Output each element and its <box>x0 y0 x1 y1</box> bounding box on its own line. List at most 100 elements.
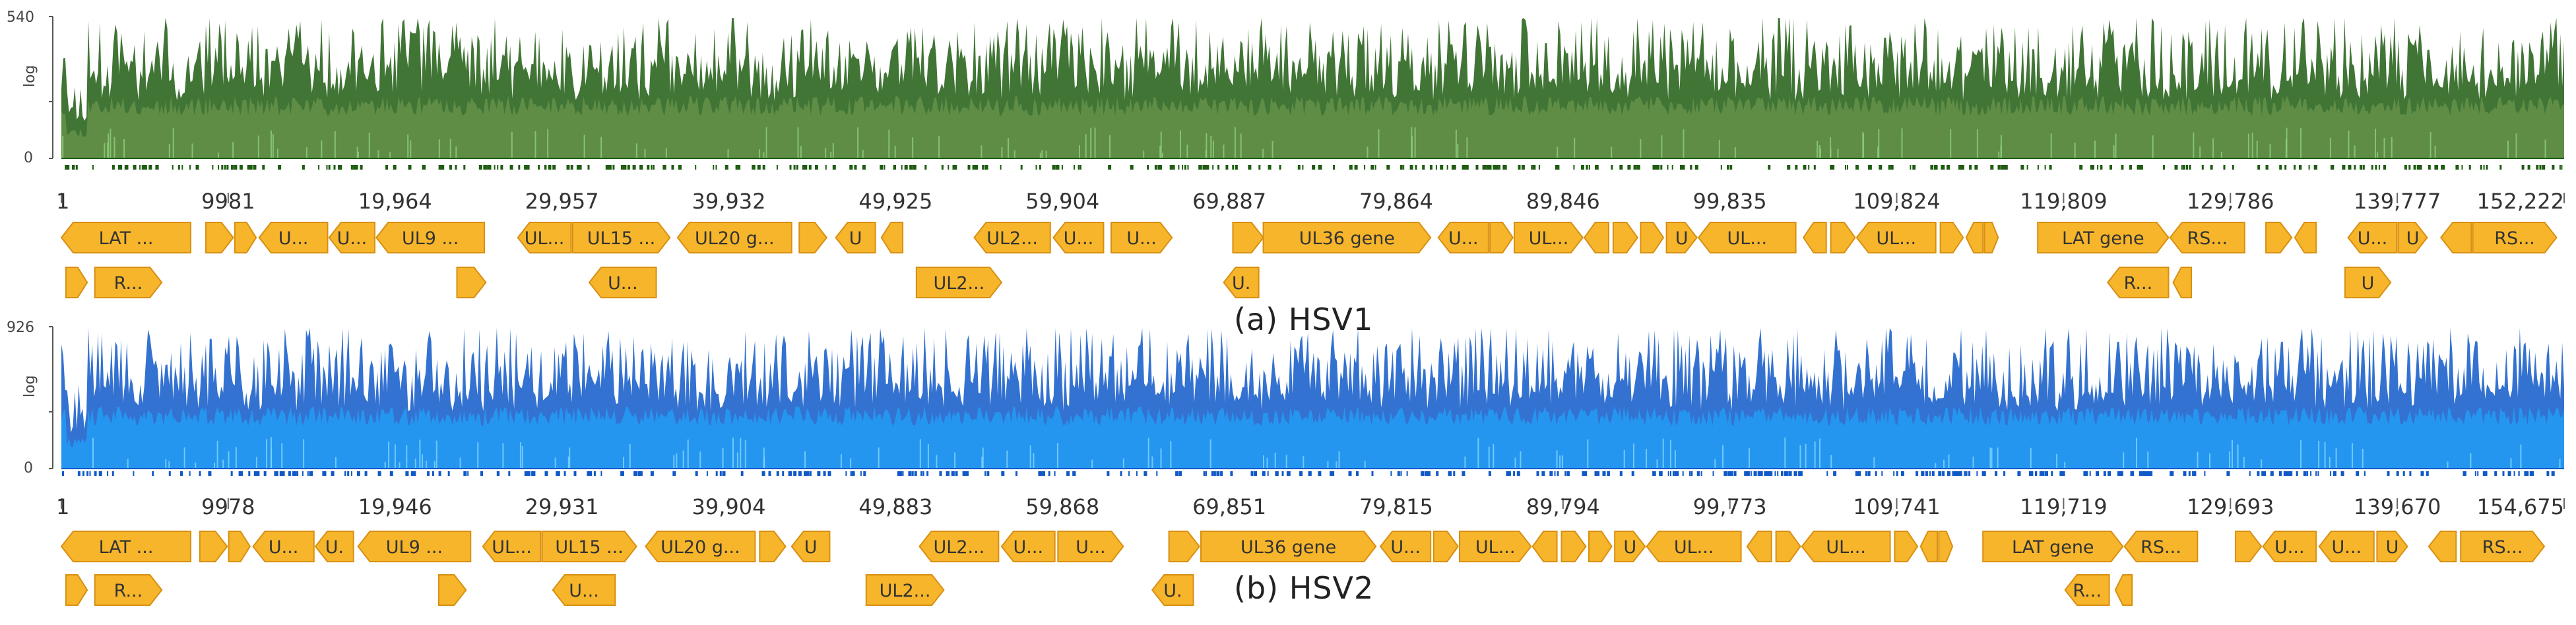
gene-arrow[interactable] <box>1379 531 1432 562</box>
gene-arrow[interactable] <box>676 222 792 253</box>
gene-arrow[interactable] <box>2472 222 2558 253</box>
gene-arrow[interactable] <box>2460 531 2546 562</box>
gene-arrow[interactable] <box>94 267 163 298</box>
gene-arrow[interactable] <box>1746 531 1772 562</box>
gene-arrow[interactable] <box>1459 531 1532 562</box>
gene-arrow[interactable] <box>571 222 671 253</box>
gene-arrow[interactable] <box>1775 531 1801 562</box>
gene-arrow[interactable] <box>2107 267 2170 298</box>
gene-arrow[interactable] <box>2123 531 2199 562</box>
variant-marker <box>1446 165 1448 170</box>
gene-arrow[interactable] <box>880 222 904 253</box>
gene-arrow[interactable] <box>552 574 616 606</box>
gene-arrow[interactable] <box>1665 222 1698 253</box>
gene-arrow[interactable] <box>1561 531 1587 562</box>
variant-marker <box>2364 471 2366 476</box>
gene-arrow[interactable] <box>1697 222 1797 253</box>
gene-arrow[interactable] <box>835 222 876 253</box>
gene-arrow[interactable] <box>1938 531 1954 562</box>
gene-arrow[interactable] <box>1151 574 1194 606</box>
gene-arrow[interactable] <box>2172 267 2193 298</box>
gene-arrow[interactable] <box>2428 531 2457 562</box>
gene-arrow[interactable] <box>2169 222 2245 253</box>
gene-arrow[interactable] <box>1583 222 1609 253</box>
gene-arrow[interactable] <box>2265 222 2293 253</box>
gene-arrow[interactable] <box>234 222 257 253</box>
gene-arrow[interactable] <box>65 574 88 606</box>
gene-arrow[interactable] <box>314 531 354 562</box>
gene-arrow[interactable] <box>1894 531 1919 562</box>
gene-arrow[interactable] <box>456 267 487 298</box>
gene-arrow[interactable] <box>1802 222 1827 253</box>
gene-arrow[interactable] <box>60 222 191 253</box>
gene-arrow[interactable] <box>1646 531 1742 562</box>
gene-arrow[interactable] <box>1640 222 1665 253</box>
gene-arrow[interactable] <box>375 222 486 253</box>
gene-arrow[interactable] <box>541 531 637 562</box>
gene-arrow[interactable] <box>1614 531 1646 562</box>
gene-arrow[interactable] <box>1110 222 1173 253</box>
gene-arrow[interactable] <box>1433 531 1459 562</box>
gene-arrow[interactable] <box>1612 222 1639 253</box>
coverage-highlight <box>449 139 451 158</box>
gene-arrow[interactable] <box>2294 222 2317 253</box>
gene-arrow[interactable] <box>2397 222 2428 253</box>
gene-arrow[interactable] <box>1489 222 1514 253</box>
gene-arrow[interactable] <box>2064 574 2110 606</box>
gene-arrow[interactable] <box>790 531 831 562</box>
gene-arrow[interactable] <box>2439 222 2472 253</box>
gene-arrow[interactable] <box>1588 531 1613 562</box>
gene-arrow[interactable] <box>973 222 1051 253</box>
gene-arrow[interactable] <box>1262 222 1432 253</box>
gene-arrow[interactable] <box>517 222 572 253</box>
gene-arrow[interactable] <box>1057 531 1124 562</box>
gene-arrow[interactable] <box>2347 222 2398 253</box>
gene-arrow[interactable] <box>2318 531 2375 562</box>
variant-marker <box>2408 165 2411 170</box>
gene-arrow[interactable] <box>1168 531 1200 562</box>
variant-marker <box>776 471 779 476</box>
gene-arrow[interactable] <box>437 574 467 606</box>
gene-arrow[interactable] <box>918 531 1000 562</box>
gene-arrow[interactable] <box>328 222 375 253</box>
gene-arrow[interactable] <box>1983 222 1999 253</box>
gene-arrow[interactable] <box>482 531 542 562</box>
gene-arrow[interactable] <box>1801 531 1891 562</box>
gene-arrow[interactable] <box>1982 531 2124 562</box>
gene-arrow[interactable] <box>1514 222 1584 253</box>
gene-arrow[interactable] <box>1965 222 1984 253</box>
gene-arrow[interactable] <box>1855 222 1937 253</box>
gene-arrow[interactable] <box>252 531 315 562</box>
gene-arrow[interactable] <box>258 222 329 253</box>
gene-arrow[interactable] <box>865 574 945 606</box>
gene-arrow[interactable] <box>2262 531 2317 562</box>
gene-arrow[interactable] <box>60 531 191 562</box>
gene-arrow[interactable] <box>1919 531 1939 562</box>
gene-arrow[interactable] <box>1000 531 1056 562</box>
gene-arrow[interactable] <box>205 222 234 253</box>
gene-arrow[interactable] <box>2344 267 2392 298</box>
gene-arrow[interactable] <box>1223 267 1260 298</box>
gene-arrow[interactable] <box>65 267 88 298</box>
gene-arrow[interactable] <box>1830 222 1856 253</box>
gene-arrow[interactable] <box>1939 222 1964 253</box>
gene-arrow[interactable] <box>1052 222 1105 253</box>
gene-arrow[interactable] <box>798 222 828 253</box>
variant-marker <box>1588 165 1590 170</box>
gene-arrow[interactable] <box>2234 531 2263 562</box>
gene-arrow[interactable] <box>357 531 472 562</box>
gene-arrow[interactable] <box>915 267 1003 298</box>
gene-arrow[interactable] <box>1531 531 1558 562</box>
gene-arrow[interactable] <box>228 531 251 562</box>
gene-arrow[interactable] <box>759 531 787 562</box>
gene-arrow[interactable] <box>2114 574 2133 606</box>
gene-arrow[interactable] <box>588 267 657 298</box>
gene-arrow[interactable] <box>2037 222 2170 253</box>
gene-arrow[interactable] <box>645 531 756 562</box>
gene-arrow[interactable] <box>199 531 228 562</box>
gene-arrow[interactable] <box>1232 222 1264 253</box>
gene-arrow[interactable] <box>2376 531 2408 562</box>
gene-arrow[interactable] <box>1200 531 1377 562</box>
gene-arrow[interactable] <box>1437 222 1489 253</box>
gene-arrow[interactable] <box>94 574 163 606</box>
